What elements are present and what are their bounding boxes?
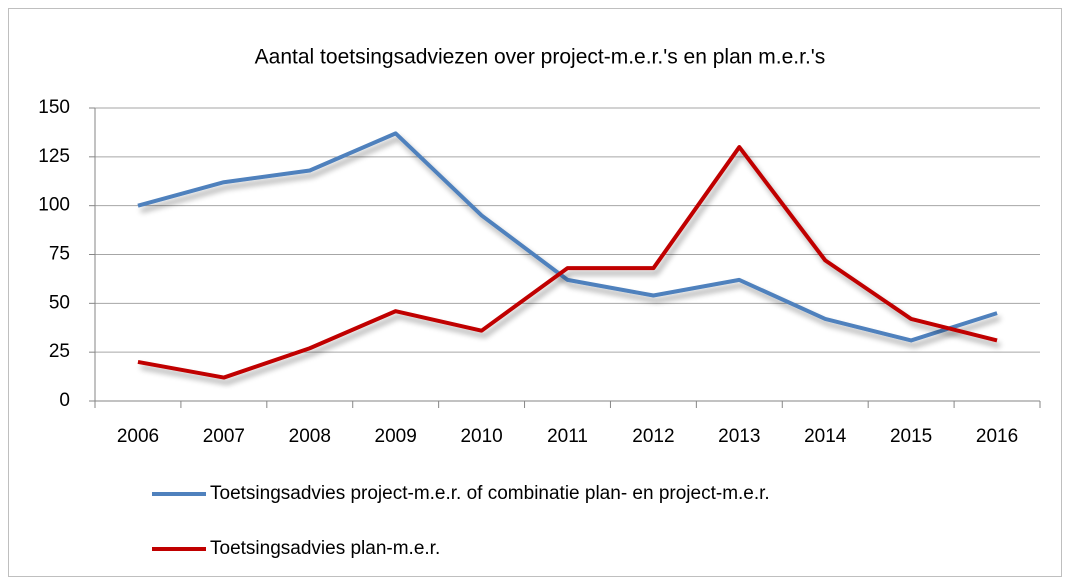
- x-tick-label: 2011: [547, 426, 588, 447]
- y-tick-label: 125: [38, 146, 70, 167]
- x-tick-label: 2007: [203, 426, 245, 447]
- x-tick-label: 2013: [718, 426, 760, 447]
- series-line: [137, 131, 998, 343]
- chart-title: Aantal toetsingsadviezen over project-m.…: [255, 46, 826, 69]
- x-tick-label: 2015: [890, 426, 932, 447]
- y-tick-label: 150: [38, 97, 70, 118]
- y-tick-label: 0: [59, 390, 70, 411]
- y-tick-label: 25: [49, 341, 70, 362]
- x-tick-label: 2016: [976, 426, 1018, 447]
- x-tick-label: 2012: [632, 426, 674, 447]
- legend-label: Toetsingsadvies plan-m.e.r.: [210, 538, 440, 559]
- series-line: [137, 145, 998, 380]
- x-tick-label: 2009: [375, 426, 417, 447]
- x-tick-label: 2008: [289, 426, 331, 447]
- legend-label: Toetsingsadvies project-m.e.r. of combin…: [210, 483, 770, 504]
- x-tick-label: 2014: [804, 426, 847, 447]
- x-tick-label: 2006: [117, 426, 159, 447]
- y-tick-label: 75: [49, 244, 70, 265]
- y-tick-label: 50: [49, 292, 70, 313]
- x-tick-label: 2010: [460, 426, 502, 447]
- y-tick-label: 100: [38, 195, 70, 216]
